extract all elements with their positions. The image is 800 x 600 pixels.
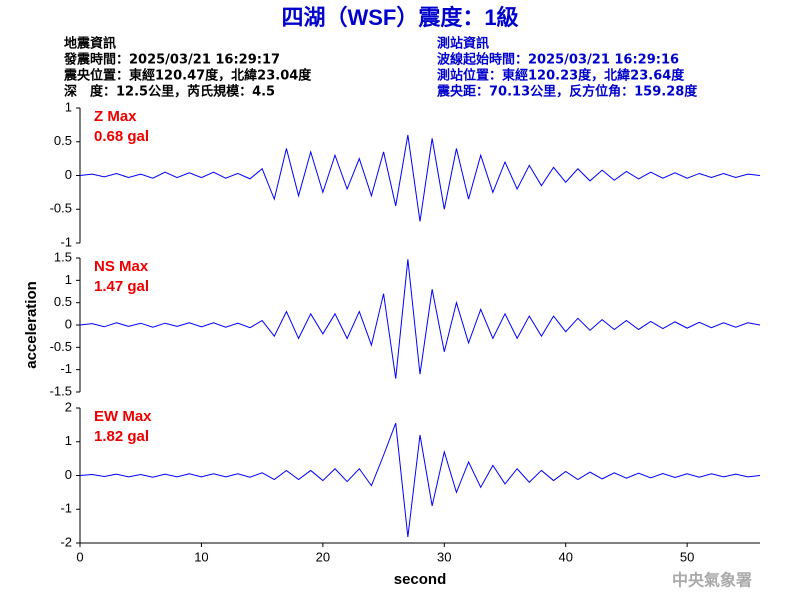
y-tick-label: 1 (65, 272, 72, 287)
max-annotation: 0.68 gal (94, 128, 149, 145)
y-tick-label: 0.5 (54, 294, 72, 309)
y-tick-label: 0 (65, 316, 72, 331)
y-tick-label: -0.5 (50, 339, 72, 354)
max-annotation: Z Max (94, 108, 137, 125)
y-tick-label: -0.5 (50, 201, 72, 216)
y-tick-label: -2 (60, 534, 72, 549)
chart-title: 四湖（WSF）震度：1級 (281, 5, 518, 30)
station-info: 震央距：70.13公里，反方位角：159.28度 (436, 84, 698, 100)
waveform (79, 423, 761, 537)
y-tick-label: 0 (65, 467, 72, 482)
event-info: 地震資訊 (64, 36, 116, 52)
event-info: 深 度：12.5公里，芮氏規模：4.5 (64, 84, 275, 100)
y-tick-label: -1 (60, 501, 72, 516)
x-tick-label: 20 (316, 549, 330, 564)
x-tick-label: 40 (558, 549, 572, 564)
station-info: 測站位置：東經120.23度，北緯23.64度 (437, 68, 685, 84)
y-tick-label: -1 (60, 361, 72, 376)
watermark: 中央氣象署 (672, 571, 752, 590)
y-tick-label: 0.5 (54, 133, 72, 148)
x-tick-label: 0 (76, 549, 83, 564)
x-tick-label: 10 (194, 549, 208, 564)
max-annotation: NS Max (94, 258, 149, 275)
y-tick-label: 1.5 (54, 249, 72, 264)
x-tick-label: 30 (437, 549, 451, 564)
y-tick-label: 1 (65, 433, 72, 448)
event-info: 震央位置：東經120.47度，北緯23.04度 (63, 68, 312, 84)
max-annotation: 1.47 gal (94, 278, 149, 295)
y-tick-label: 1 (65, 99, 72, 114)
x-axis-label: second (394, 571, 447, 588)
y-tick-label: 2 (65, 399, 72, 414)
max-annotation: EW Max (94, 408, 152, 425)
y-tick-label: -1.5 (50, 383, 72, 398)
max-annotation: 1.82 gal (94, 428, 149, 445)
y-axis-label: acceleration (23, 281, 40, 369)
y-tick-label: 0 (65, 167, 72, 182)
station-info: 測站資訊 (437, 36, 489, 52)
y-tick-label: -1 (60, 234, 72, 249)
waveform (79, 134, 761, 222)
waveform (79, 259, 761, 379)
event-info: 發震時間：2025/03/21 16:29:17 (63, 52, 280, 68)
station-info: 波線起始時間：2025/03/21 16:29:16 (437, 52, 679, 68)
x-tick-label: 50 (680, 549, 694, 564)
